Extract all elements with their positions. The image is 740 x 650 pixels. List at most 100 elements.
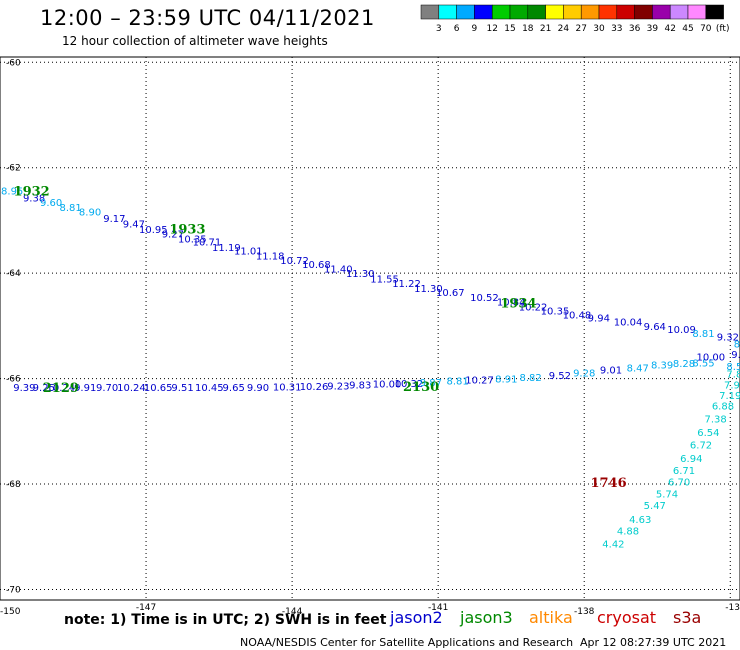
wave-height-label: 5.74 — [656, 490, 678, 501]
wave-height-label: 9.90 — [247, 383, 269, 394]
wave-height-label: 8.47 — [627, 364, 649, 375]
wave-height-label: 10.31 — [273, 383, 302, 394]
wave-height-label: 10.00 — [696, 352, 725, 363]
page-subtitle: 12 hour collection of altimeter wave hei… — [62, 34, 328, 48]
axis-tick-labels: -60 -62 -64 -66 -68 -70 -150 -147 -144 -141 -138 -1… — [0, 58, 740, 617]
wave-height-label: 9.23 — [327, 381, 349, 392]
legend-swatch — [456, 4, 475, 20]
wave-height-label: 9.17 — [103, 214, 125, 225]
latitude-tick-label: -66 — [6, 375, 21, 385]
wave-height-label: 8.52 — [726, 362, 740, 373]
wave-height-label: 10.52 — [470, 293, 499, 304]
wave-height-label: 8.82 — [520, 373, 542, 384]
wave-height-label: 10.22 — [519, 302, 548, 313]
legend-label: 42 — [664, 24, 675, 34]
wave-height-label: 11.19 — [212, 243, 241, 254]
wave-height-label: 9.87 — [420, 378, 442, 389]
legend-swatch — [420, 4, 440, 20]
wave-height-label: 10.67 — [436, 288, 465, 299]
legend-swatch — [438, 4, 457, 20]
legend-swatch — [509, 4, 529, 20]
satellite-label-s3a: s3a — [673, 608, 702, 627]
latitude-tick-label: -64 — [6, 269, 21, 279]
wave-height-label: 8.39 — [651, 360, 673, 371]
legend-label: 33 — [611, 24, 622, 34]
wave-height-label: 4.42 — [602, 540, 624, 551]
wave-height-label: 9.28 — [573, 368, 595, 379]
color-scale-legend: 3 6 9 12 15 18 21 24 27 30 33 36 39 42 45 70 (ft) — [420, 4, 730, 34]
legend-label: 6 — [454, 24, 460, 34]
wave-height-label: 4.88 — [617, 526, 639, 537]
legend-unit: (ft) — [716, 24, 730, 34]
wave-height-label: 8.98 — [734, 339, 740, 350]
legend-label: 12 — [486, 24, 497, 34]
wave-height-label: 9.60 — [40, 198, 62, 209]
satellite-label-jason3: jason3 — [460, 608, 513, 627]
wave-height-label: 11.30 — [346, 269, 375, 280]
wave-height-label: 11.55 — [370, 274, 399, 285]
legend-label: 15 — [504, 24, 515, 34]
wave-height-label: 7.19 — [719, 391, 740, 402]
wave-height-label: 10.24 — [47, 383, 76, 394]
legend-swatch — [545, 4, 564, 20]
pass-time-labels: 1932 1933 1934 2129 2130 1746 — [14, 184, 627, 491]
satellite-label-jason2: jason2 — [390, 608, 443, 627]
wave-height-label: 7.38 — [705, 415, 727, 426]
wave-height-label: 9.51 — [171, 383, 193, 394]
legend-label: 36 — [629, 24, 641, 34]
wave-height-label: 10.84 — [497, 298, 526, 309]
wave-height-label: 9.64 — [644, 322, 666, 333]
wave-height-label: 9.94 — [588, 313, 610, 324]
pass-time-label: 1934 — [500, 297, 536, 312]
wave-height-label: 6.72 — [690, 441, 712, 452]
wave-height-label: 4.63 — [629, 515, 651, 526]
wave-height-label: 9.70 — [96, 383, 118, 394]
credit-line: NOAA/NESDIS Center for Satellite Applica… — [240, 636, 574, 649]
footnote: note: 1) Time is in UTC; 2) SWH is in fe… — [64, 612, 387, 628]
credit-timestamp: Apr 12 08:27:39 UTC 2021 — [580, 636, 727, 649]
wave-height-label: 10.04 — [614, 318, 643, 329]
longitude-tick-label: -150 — [0, 607, 21, 617]
satellite-label-altika: altika — [529, 608, 573, 627]
legend-swatch — [687, 4, 707, 20]
map-border — [0, 56, 740, 601]
wave-height-label: 6.71 — [673, 466, 695, 477]
latitude-tick-label: -62 — [6, 164, 21, 174]
longitude-tick-label: -13 — [725, 603, 740, 613]
wave-height-label: 9.47 — [123, 220, 145, 231]
wave-height-label: 10.45 — [195, 383, 224, 394]
wave-height-label: 9.52 — [549, 371, 571, 382]
wave-height-label: 6.88 — [712, 402, 734, 413]
wave-height-label: 9.38 — [23, 193, 45, 204]
legend-label: 70 — [700, 24, 712, 34]
legend-label: 21 — [540, 24, 551, 34]
legend-swatch — [705, 4, 724, 20]
wave-height-label: 9.91 — [74, 383, 96, 394]
longitude-tick-label: -141 — [428, 603, 448, 613]
map-frame — [0, 56, 740, 601]
wave-height-label: 9.65 — [223, 383, 245, 394]
pass-time-label: 1933 — [169, 222, 205, 237]
wave-height-label: 10.48 — [563, 310, 592, 321]
wave-height-label: 6.94 — [680, 454, 702, 465]
wave-height-label: 11.22 — [392, 279, 421, 290]
pass-time-label: 2130 — [403, 380, 439, 395]
page-title: 12:00 – 23:59 UTC 04/11/2021 — [40, 6, 375, 30]
wave-height-label: 6.54 — [697, 428, 719, 439]
wave-height-points: 8.959.389.608.818.909.179.4710.959.2710.… — [1, 186, 740, 550]
pass-time-label: 2129 — [43, 381, 79, 396]
wave-height-label: 8.81 — [692, 329, 714, 340]
legend-swatch — [616, 4, 635, 20]
wave-height-label: 10.35 — [178, 234, 207, 245]
wave-height-label: 11.30 — [414, 284, 443, 295]
wave-height-label: 10.72 — [280, 256, 309, 267]
legend-swatch — [669, 4, 689, 20]
latitude-tick-label: -60 — [6, 58, 21, 68]
wave-height-label: 10.65 — [144, 383, 173, 394]
wave-height-label: 10.68 — [302, 260, 331, 271]
wave-height-label: 9.32 — [717, 332, 739, 343]
wave-height-label: 10.26 — [300, 382, 329, 393]
longitude-tick-label: -144 — [282, 607, 303, 617]
wave-height-label: 9.20 — [731, 350, 740, 361]
